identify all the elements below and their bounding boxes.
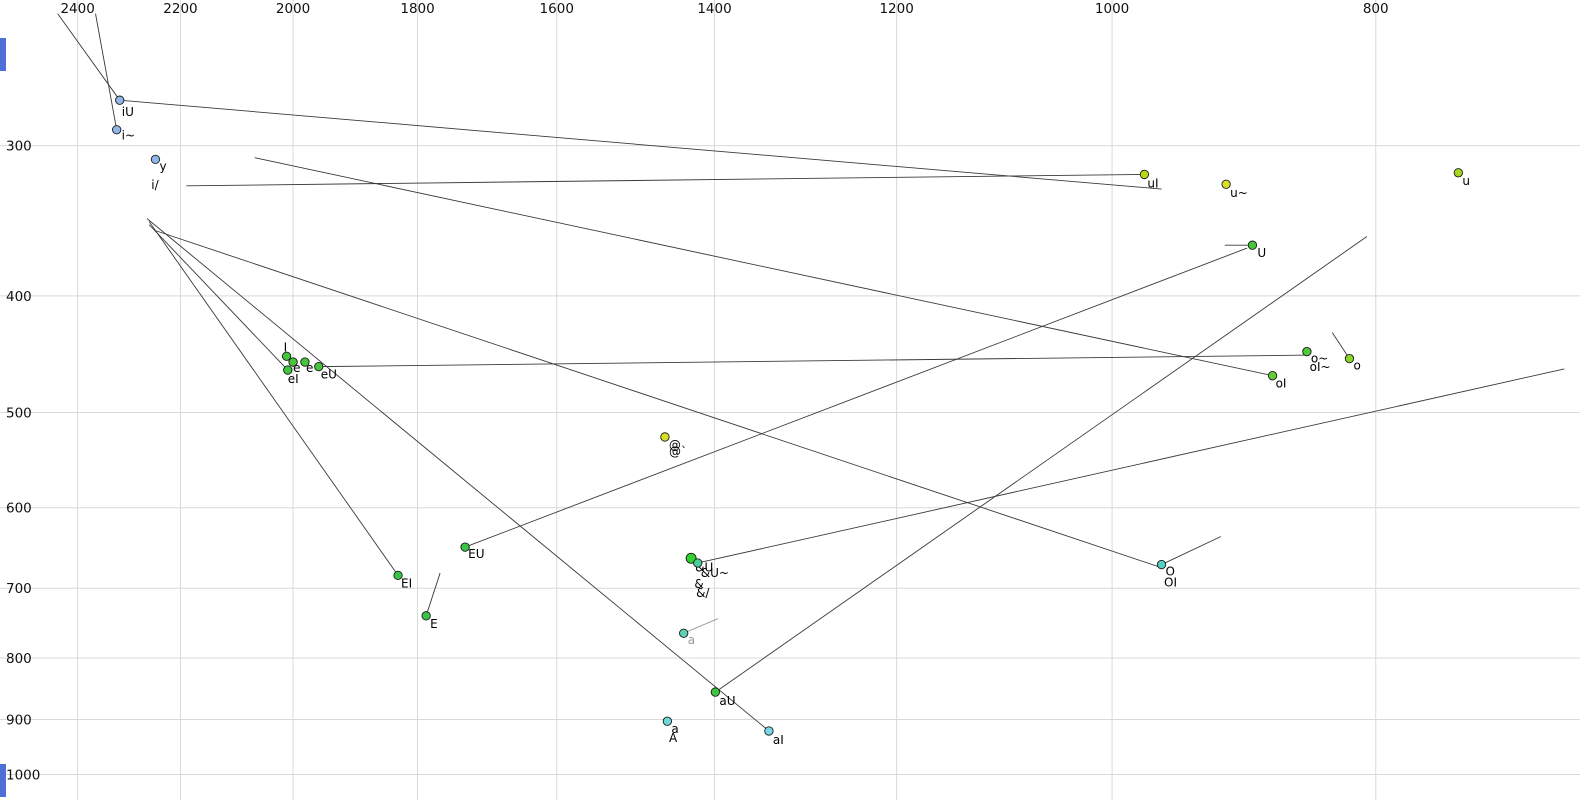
x-axis-tick-label: 2400 <box>60 1 94 17</box>
trajectory-line <box>1331 332 1350 359</box>
vowel-point-iU[interactable] <box>115 95 125 105</box>
trajectory-line <box>464 247 1248 548</box>
vowel-point-u[interactable] <box>1221 179 1231 189</box>
trajectory-line <box>148 224 289 371</box>
vowel-label: o <box>1353 359 1360 373</box>
x-axis-tick-label: 2200 <box>163 1 197 17</box>
vowel-label: I <box>284 340 288 354</box>
vowel-label: a <box>688 633 695 647</box>
trajectory-line <box>155 230 1162 569</box>
y-axis-tick-label: 500 <box>6 405 32 421</box>
vowel-point-y[interactable] <box>150 154 161 165</box>
vowel-label: E <box>430 617 438 631</box>
vowel-point-O[interactable] <box>1156 559 1167 570</box>
vowel-label: e <box>306 361 313 375</box>
x-axis-tick-label: 1200 <box>879 1 913 17</box>
vowel-label: uI <box>1147 176 1158 190</box>
vowel-point-eI[interactable] <box>283 365 293 375</box>
vowel-label: y <box>159 159 166 173</box>
vowel-label: i/ <box>151 178 159 192</box>
vowel-label: EU <box>468 547 484 561</box>
trajectory-line <box>119 99 1162 190</box>
vowel-label: eU <box>321 368 337 382</box>
vowel-point-eU[interactable] <box>314 361 324 372</box>
vowel-point-aI[interactable] <box>764 726 774 736</box>
x-axis-tick-label: 1400 <box>697 1 731 17</box>
vowel-point-aU[interactable] <box>710 687 721 697</box>
y-axis-tick-label: 1000 <box>6 768 40 784</box>
vowel-label: u <box>1462 174 1470 188</box>
trajectory-line <box>148 221 399 576</box>
vowel-point-E[interactable] <box>421 611 431 621</box>
vowel-label: oI~ <box>1310 360 1331 374</box>
trajectory-line <box>57 13 121 101</box>
vowel-label: e <box>293 361 300 375</box>
y-axis-tick-label: 700 <box>6 581 32 597</box>
vowel-label: u~ <box>1230 186 1248 200</box>
vowel-point-EU[interactable] <box>460 542 470 552</box>
vowel-label: i~ <box>122 129 135 143</box>
y-axis-tick-label: 800 <box>6 651 32 667</box>
vowel-point-e[interactable] <box>288 357 298 367</box>
vowel-point-o[interactable] <box>1302 346 1312 357</box>
vowel-label: OI <box>1164 576 1177 590</box>
vowel-label: &U~ <box>701 566 729 580</box>
vowel-point-u[interactable] <box>1453 168 1463 178</box>
vowel-point-oI[interactable] <box>1267 371 1278 381</box>
vowel-point-I[interactable] <box>281 351 292 361</box>
vowel-label: eI <box>288 372 299 386</box>
x-axis-tick-label: 1000 <box>1095 1 1129 17</box>
window-edge-mark-bottom <box>0 764 6 797</box>
vowel-point-i[interactable] <box>112 125 122 135</box>
vowel-label: A <box>669 731 678 745</box>
vowel-label: @ <box>669 438 681 452</box>
vowel-point-EI[interactable] <box>393 570 403 581</box>
trajectory-line <box>715 236 1368 693</box>
vowel-label: U <box>1257 246 1266 260</box>
vowel-label: o~ <box>1311 352 1328 366</box>
vowel-label: O <box>1166 565 1175 579</box>
vowel-label: aI <box>773 733 784 747</box>
y-axis-tick-label: 600 <box>6 501 32 517</box>
x-axis-tick-label: 2000 <box>276 1 310 17</box>
vowel-point-U[interactable] <box>693 558 703 568</box>
vowel-label: aU <box>719 694 735 708</box>
vowel-point-U[interactable] <box>685 552 697 564</box>
trajectory-line <box>95 13 118 130</box>
trajectory-line <box>425 572 441 616</box>
y-axis-tick-label: 900 <box>6 712 32 728</box>
window-edge-mark-top <box>0 38 6 71</box>
trajectory-line <box>683 618 719 634</box>
vowel-point-e[interactable] <box>300 357 310 367</box>
trajectory-line <box>254 157 1273 377</box>
trajectory-line <box>318 354 1310 368</box>
vowel-label: EI <box>401 576 412 590</box>
y-axis-tick-label: 400 <box>6 289 32 305</box>
x-axis-tick-label: 800 <box>1363 1 1389 17</box>
x-axis-tick-label: 1600 <box>540 1 574 17</box>
trajectory-line <box>697 368 1565 564</box>
vowel-label: &/ <box>696 586 710 600</box>
vowel-label: a <box>671 722 678 736</box>
trajectory-line <box>146 218 770 732</box>
vowel-label: @` <box>669 445 687 459</box>
y-axis-tick-label: 300 <box>6 139 32 155</box>
vowel-label: iU <box>122 105 134 119</box>
vowel-point-a[interactable] <box>662 716 673 726</box>
vowel-label: & <box>694 577 703 591</box>
vowel-point-uI[interactable] <box>1139 169 1150 180</box>
x-axis-tick-label: 1800 <box>400 1 434 17</box>
vowel-point-U[interactable] <box>1247 240 1258 250</box>
trajectory-line <box>1161 536 1222 565</box>
trajectory-line <box>186 173 1145 187</box>
vowel-point-[interactable] <box>660 432 670 442</box>
vowel-point-a[interactable] <box>679 628 689 638</box>
vowel-point-o[interactable] <box>1344 353 1355 364</box>
vowel-label: oI <box>1276 377 1287 391</box>
